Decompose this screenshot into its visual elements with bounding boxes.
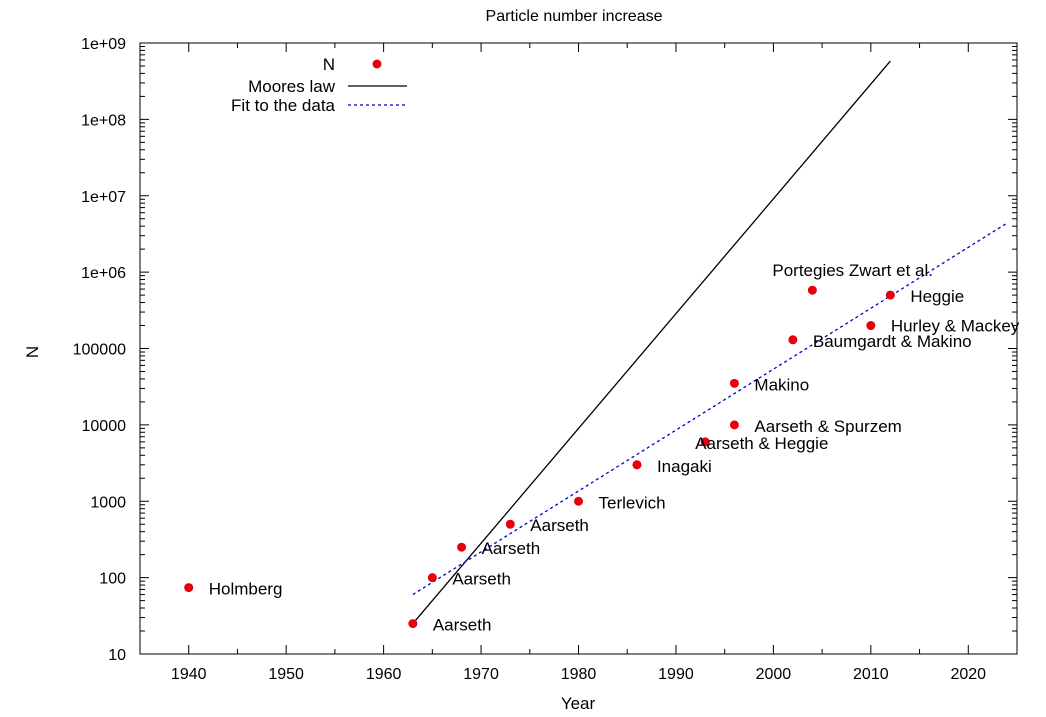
moores-law-line xyxy=(412,60,891,625)
data-point xyxy=(632,460,642,470)
data-label: Inagaki xyxy=(657,457,712,476)
data-label: Aarseth xyxy=(482,539,541,558)
legend-marker xyxy=(372,59,382,69)
fit-line xyxy=(412,222,1008,596)
legend-label: Fit to the data xyxy=(231,96,335,115)
data-points: Holmberg Aarseth Aarseth Aarseth Aarseth Terl… xyxy=(184,261,1020,635)
x-tick-label: 1980 xyxy=(561,666,597,683)
y-tick-label: 1e+08 xyxy=(81,112,126,129)
data-point xyxy=(574,496,583,506)
data-point xyxy=(885,290,895,300)
x-axis-label: Year xyxy=(561,694,596,713)
legend-label: Moores law xyxy=(248,77,336,96)
data-point xyxy=(700,437,710,447)
x-tick-label: 2010 xyxy=(853,666,889,683)
y-tick-label: 1e+06 xyxy=(81,265,126,282)
y-tick-label: 1e+07 xyxy=(81,189,126,206)
data-point xyxy=(729,420,739,430)
data-point xyxy=(427,573,437,583)
y-tick-label: 1e+09 xyxy=(81,36,126,53)
fit-lines xyxy=(412,60,1008,625)
y-tick-label: 10 xyxy=(108,647,126,664)
data-point xyxy=(505,519,515,529)
x-tick-label: 1960 xyxy=(366,666,402,683)
x-tick-label: 2020 xyxy=(950,666,986,683)
x-tick-label: 1970 xyxy=(463,666,499,683)
x-tick-label: 1950 xyxy=(268,666,304,683)
data-label: Terlevich xyxy=(599,493,666,512)
x-tick-label: 2000 xyxy=(756,666,792,683)
data-label: Aarseth & Heggie xyxy=(695,434,828,453)
data-point xyxy=(788,335,798,345)
data-point xyxy=(807,285,817,295)
axis-ticks: 1940 1950 1960 1970 1980 1990 2000 2010 2020 10 10… xyxy=(73,36,1018,683)
y-axis-label: N xyxy=(23,346,42,358)
legend-label: N xyxy=(323,55,335,74)
data-label: Holmberg xyxy=(209,580,283,599)
plot-frame xyxy=(139,42,1018,655)
x-tick-label: 1990 xyxy=(658,666,694,683)
data-point xyxy=(457,542,467,552)
data-label: Portegies Zwart et al. xyxy=(772,261,933,280)
chart-title: Particle number increase xyxy=(486,8,663,25)
y-tick-label: 10000 xyxy=(82,418,127,435)
x-tick-label: 1940 xyxy=(171,666,207,683)
data-label: Hurley & Mackey xyxy=(891,317,1020,336)
data-label: Aarseth xyxy=(433,616,492,635)
y-tick-label: 100000 xyxy=(73,342,126,359)
y-tick-label: 1000 xyxy=(90,494,126,511)
data-label: Heggie xyxy=(910,287,964,306)
data-label: Baumgardt & Makino xyxy=(813,332,972,351)
data-label: Aarseth xyxy=(530,516,589,535)
data-point xyxy=(729,378,739,388)
data-label: Aarseth xyxy=(452,570,511,589)
data-point xyxy=(184,583,194,593)
data-point xyxy=(408,619,418,629)
y-tick-label: 100 xyxy=(99,571,126,588)
data-label: Makino xyxy=(754,375,809,394)
data-point xyxy=(866,321,876,331)
data-label: Aarseth & Spurzem xyxy=(754,417,901,436)
